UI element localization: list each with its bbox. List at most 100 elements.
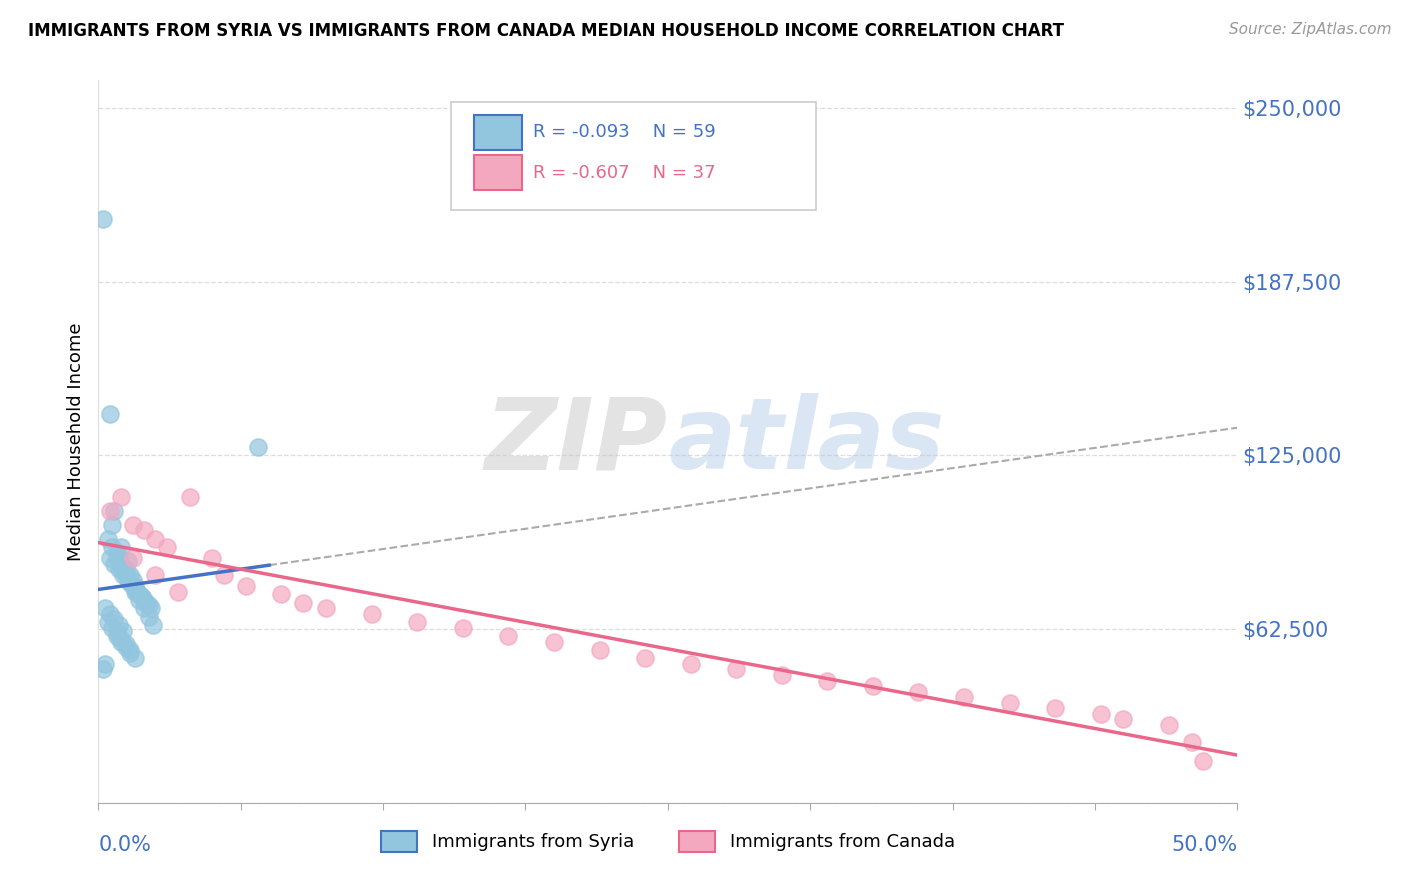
Point xyxy=(110,559,132,574)
Point xyxy=(132,593,155,607)
Point xyxy=(121,517,143,532)
Point xyxy=(179,490,201,504)
Text: 50.0%: 50.0% xyxy=(1171,835,1237,855)
Point xyxy=(105,626,128,640)
Point xyxy=(103,612,125,626)
Point xyxy=(112,559,135,574)
Point xyxy=(112,624,135,638)
Point xyxy=(142,618,165,632)
Point xyxy=(953,690,976,705)
Point xyxy=(131,590,153,604)
Point xyxy=(108,562,131,576)
Point xyxy=(98,607,121,621)
Point xyxy=(138,609,160,624)
Point xyxy=(112,568,135,582)
Point xyxy=(121,579,143,593)
Point xyxy=(815,673,838,688)
Point xyxy=(91,662,114,676)
Point xyxy=(120,646,142,660)
Point xyxy=(98,551,121,566)
Point xyxy=(1181,734,1204,748)
FancyBboxPatch shape xyxy=(474,115,522,150)
Point xyxy=(128,593,150,607)
Point xyxy=(94,601,117,615)
Point xyxy=(145,532,167,546)
Point xyxy=(101,621,124,635)
Point xyxy=(96,532,118,546)
Point xyxy=(120,643,142,657)
Point xyxy=(124,584,146,599)
Point xyxy=(103,504,125,518)
Point xyxy=(725,662,748,676)
Point xyxy=(139,601,162,615)
Point xyxy=(124,651,146,665)
Point xyxy=(98,504,121,518)
Point xyxy=(132,524,155,538)
Point xyxy=(1112,713,1135,727)
Point xyxy=(543,634,565,648)
Text: Source: ZipAtlas.com: Source: ZipAtlas.com xyxy=(1229,22,1392,37)
Point xyxy=(91,212,114,227)
Point xyxy=(498,629,520,643)
Point xyxy=(120,576,142,591)
Point xyxy=(315,601,337,615)
Point xyxy=(235,579,257,593)
Point xyxy=(127,584,149,599)
Point xyxy=(108,618,131,632)
Point xyxy=(117,574,139,588)
FancyBboxPatch shape xyxy=(451,102,815,211)
Point xyxy=(406,615,429,630)
Point xyxy=(117,554,139,568)
Point xyxy=(127,584,149,599)
Point xyxy=(907,684,929,698)
Point xyxy=(360,607,382,621)
Point xyxy=(110,632,132,646)
Point xyxy=(201,551,224,566)
Point xyxy=(110,490,132,504)
Point xyxy=(862,679,884,693)
Point xyxy=(101,540,124,554)
Text: atlas: atlas xyxy=(668,393,945,490)
Point xyxy=(451,621,474,635)
Point xyxy=(120,568,142,582)
Point xyxy=(998,696,1021,710)
Point xyxy=(110,540,132,554)
Text: ZIP: ZIP xyxy=(485,393,668,490)
Point xyxy=(114,562,136,576)
Point xyxy=(124,579,146,593)
Text: R = -0.607    N = 37: R = -0.607 N = 37 xyxy=(533,164,716,182)
Point xyxy=(634,651,657,665)
Point xyxy=(292,596,315,610)
Point xyxy=(105,629,128,643)
Point xyxy=(105,546,128,560)
Text: 0.0%: 0.0% xyxy=(98,835,152,855)
Point xyxy=(167,584,190,599)
Point xyxy=(103,557,125,571)
Point xyxy=(110,634,132,648)
Point xyxy=(131,590,153,604)
Point xyxy=(156,540,179,554)
Point xyxy=(770,668,793,682)
Point xyxy=(94,657,117,671)
Point xyxy=(108,551,131,566)
Point xyxy=(101,517,124,532)
Point xyxy=(1192,754,1215,768)
Point xyxy=(1043,701,1066,715)
Text: IMMIGRANTS FROM SYRIA VS IMMIGRANTS FROM CANADA MEDIAN HOUSEHOLD INCOME CORRELAT: IMMIGRANTS FROM SYRIA VS IMMIGRANTS FROM… xyxy=(28,22,1064,40)
Point xyxy=(1157,718,1180,732)
Point xyxy=(96,615,118,630)
Point xyxy=(679,657,702,671)
Point xyxy=(135,596,157,610)
Point xyxy=(98,407,121,421)
Point xyxy=(105,551,128,566)
FancyBboxPatch shape xyxy=(474,155,522,190)
Point xyxy=(145,568,167,582)
Point xyxy=(114,637,136,651)
Legend: Immigrants from Syria, Immigrants from Canada: Immigrants from Syria, Immigrants from C… xyxy=(374,823,962,859)
Point xyxy=(121,551,143,566)
Point xyxy=(270,587,292,601)
Point xyxy=(114,568,136,582)
Point xyxy=(128,587,150,601)
Text: R = -0.093    N = 59: R = -0.093 N = 59 xyxy=(533,123,716,141)
Point xyxy=(114,640,136,655)
